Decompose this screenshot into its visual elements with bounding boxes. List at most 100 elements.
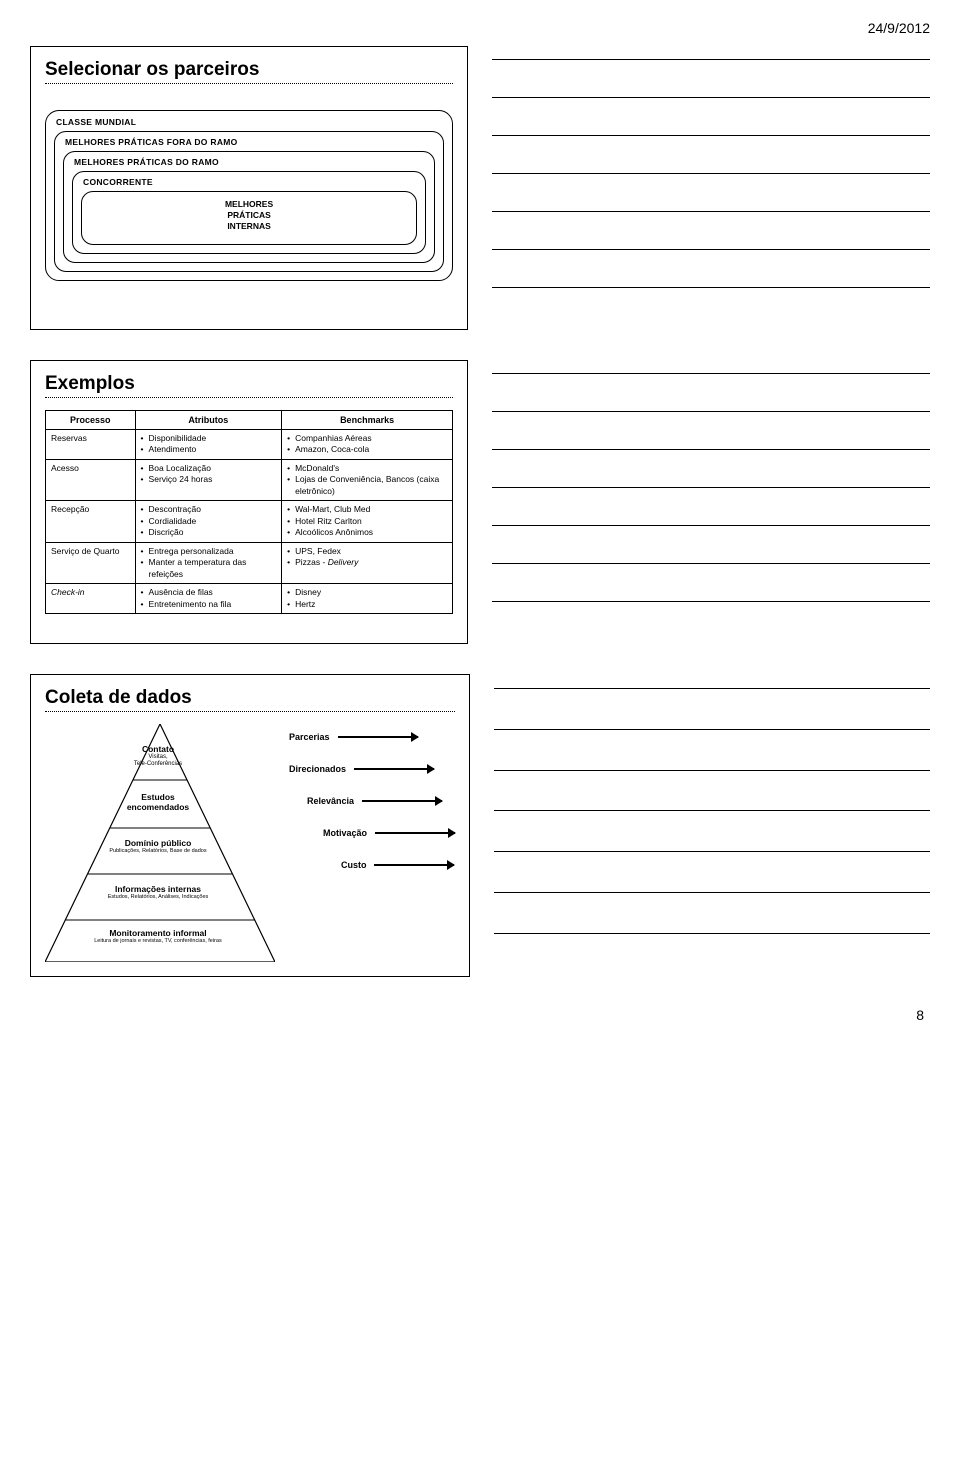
slide2-divider xyxy=(45,397,453,398)
nest-label-5: MELHORES PRÁTICAS INTERNAS xyxy=(90,197,408,236)
note-line xyxy=(492,96,930,98)
pyramid-tier: ContatoVisitas,Tele-Conferências xyxy=(45,744,271,769)
cell-atributos: Ausência de filasEntretenimento na fila xyxy=(135,584,282,614)
notes-3 xyxy=(494,674,930,977)
pyramid-label-row: Relevância xyxy=(307,796,455,806)
bullet-item: Cordialidade xyxy=(141,516,277,527)
cell-benchmarks: DisneyHertz xyxy=(282,584,453,614)
tier-sub: Leitura de jornais e revistas, TV, confe… xyxy=(45,938,271,945)
tier-main: Estudosencomendados xyxy=(45,792,271,812)
cell-benchmarks: McDonald'sLojas de Conveniência, Bancos … xyxy=(282,459,453,500)
nest-level-2: MELHORES PRÁTICAS FORA DO RAMO MELHORES … xyxy=(54,131,444,272)
note-line xyxy=(492,524,930,526)
pyramid-label-row: Custo xyxy=(341,860,455,870)
bullet-item: Wal-Mart, Club Med xyxy=(287,504,447,515)
pyramid-label-row: Motivação xyxy=(323,828,455,838)
note-line xyxy=(492,210,930,212)
bullet-item: Disney xyxy=(287,587,447,598)
exemplos-table: Processo Atributos Benchmarks Reservas Di… xyxy=(45,410,453,614)
note-line xyxy=(494,891,930,893)
pyramid-wrap: ContatoVisitas,Tele-Conferências Estudose… xyxy=(45,724,455,962)
pyramid-tier: Domínio públicoPublicações, Relatórios, … xyxy=(45,838,271,855)
note-line xyxy=(492,486,930,488)
table-header-row: Processo Atributos Benchmarks xyxy=(46,411,453,430)
slide2-title: Exemplos xyxy=(45,373,453,395)
cell-benchmarks: UPS, FedexPizzas - Delivery xyxy=(282,542,453,583)
table-row: RecepçãoDescontraçãoCordialidadeDiscriçã… xyxy=(46,501,453,542)
tier-main: Informações internas xyxy=(45,884,271,894)
bullet-item: Serviço 24 horas xyxy=(141,474,277,485)
bullet-item: Atendimento xyxy=(141,444,277,455)
nest-label-5c: INTERNAS xyxy=(227,221,270,231)
pyramid-tier: Monitoramento informalLeitura de jornais… xyxy=(45,928,271,945)
tier-main: Domínio público xyxy=(45,838,271,848)
slide-exemplos: Exemplos Processo Atributos Benchmarks R… xyxy=(30,360,468,644)
nest-label-4: CONCORRENTE xyxy=(83,177,417,187)
th-atributos: Atributos xyxy=(135,411,282,430)
slide1-title: Selecionar os parceiros xyxy=(45,59,453,81)
note-line xyxy=(492,172,930,174)
note-line xyxy=(492,372,930,374)
note-line xyxy=(492,286,930,288)
th-processo: Processo xyxy=(46,411,136,430)
tier-sub: Visitas,Tele-Conferências xyxy=(45,754,271,768)
arrow-icon xyxy=(374,864,454,866)
note-line xyxy=(492,562,930,564)
nest-level-3: MELHORES PRÁTICAS DO RAMO CONCORRENTE ME… xyxy=(63,151,435,263)
note-line xyxy=(492,58,930,60)
bullet-item: UPS, Fedex xyxy=(287,546,447,557)
bullet-item: Hertz xyxy=(287,599,447,610)
bullet-item: Entretenimento na fila xyxy=(141,599,277,610)
nest-label-1: CLASSE MUNDIAL xyxy=(56,117,444,127)
bullet-item: Hotel Ritz Carlton xyxy=(287,516,447,527)
pyramid-tier: Informações internasEstudos, Relatórios,… xyxy=(45,884,271,901)
bullet-item: Pizzas - Delivery xyxy=(287,557,447,568)
note-line xyxy=(494,932,930,934)
slide3-divider xyxy=(45,711,455,712)
nest-label-3: MELHORES PRÁTICAS DO RAMO xyxy=(74,157,426,167)
cell-processo: Recepção xyxy=(46,501,136,542)
bullet-item: Companhias Aéreas xyxy=(287,433,447,444)
pyramid-label-text: Parcerias xyxy=(289,732,330,742)
cell-atributos: Boa LocalizaçãoServiço 24 horas xyxy=(135,459,282,500)
row-2: Exemplos Processo Atributos Benchmarks R… xyxy=(30,360,930,644)
tier-sub: Estudos, Relatórios, Análises, Indicaçõe… xyxy=(45,894,271,901)
cell-benchmarks: Companhias AéreasAmazon, Coca-cola xyxy=(282,430,453,460)
pyramid-label-text: Direcionados xyxy=(289,764,346,774)
cell-processo: Serviço de Quarto xyxy=(46,542,136,583)
pyramid-label-text: Relevância xyxy=(307,796,354,806)
cell-atributos: DescontraçãoCordialidadeDiscrição xyxy=(135,501,282,542)
note-line xyxy=(494,728,930,730)
nest-level-4: CONCORRENTE MELHORES PRÁTICAS INTERNAS xyxy=(72,171,426,254)
bullet-item: Discrição xyxy=(141,527,277,538)
note-line xyxy=(492,134,930,136)
note-line xyxy=(494,850,930,852)
tier-sub: Publicações, Relatórios, Base de dados xyxy=(45,848,271,855)
note-line xyxy=(494,687,930,689)
bullet-item: Manter a temperatura das refeições xyxy=(141,557,277,580)
page-date: 24/9/2012 xyxy=(30,20,930,36)
nest-level-5: MELHORES PRÁTICAS INTERNAS xyxy=(81,191,417,245)
cell-processo: Reservas xyxy=(46,430,136,460)
bullet-item: Alcoólicos Anônimos xyxy=(287,527,447,538)
tier-main: Contato xyxy=(45,744,271,754)
slide3-title: Coleta de dados xyxy=(45,687,455,709)
slide-coleta-dados: Coleta de dados ContatoVisitas,Tele-Conf… xyxy=(30,674,470,977)
cell-processo: Acesso xyxy=(46,459,136,500)
arrow-icon xyxy=(338,736,418,738)
table-row: Check-inAusência de filasEntretenimento … xyxy=(46,584,453,614)
bullet-item: Amazon, Coca-cola xyxy=(287,444,447,455)
note-line xyxy=(492,448,930,450)
nest-label-2: MELHORES PRÁTICAS FORA DO RAMO xyxy=(65,137,435,147)
bullet-item: Disponibilidade xyxy=(141,433,277,444)
pyramid-label-row: Direcionados xyxy=(289,764,455,774)
bullet-item: Descontração xyxy=(141,504,277,515)
note-line xyxy=(494,769,930,771)
pyramid-label-text: Custo xyxy=(341,860,367,870)
row-3: Coleta de dados ContatoVisitas,Tele-Conf… xyxy=(30,674,930,977)
slide-selecionar-parceiros: Selecionar os parceiros CLASSE MUNDIAL M… xyxy=(30,46,468,330)
cell-processo: Check-in xyxy=(46,584,136,614)
arrow-icon xyxy=(362,800,442,802)
arrow-icon xyxy=(354,768,434,770)
slide1-divider xyxy=(45,83,453,84)
